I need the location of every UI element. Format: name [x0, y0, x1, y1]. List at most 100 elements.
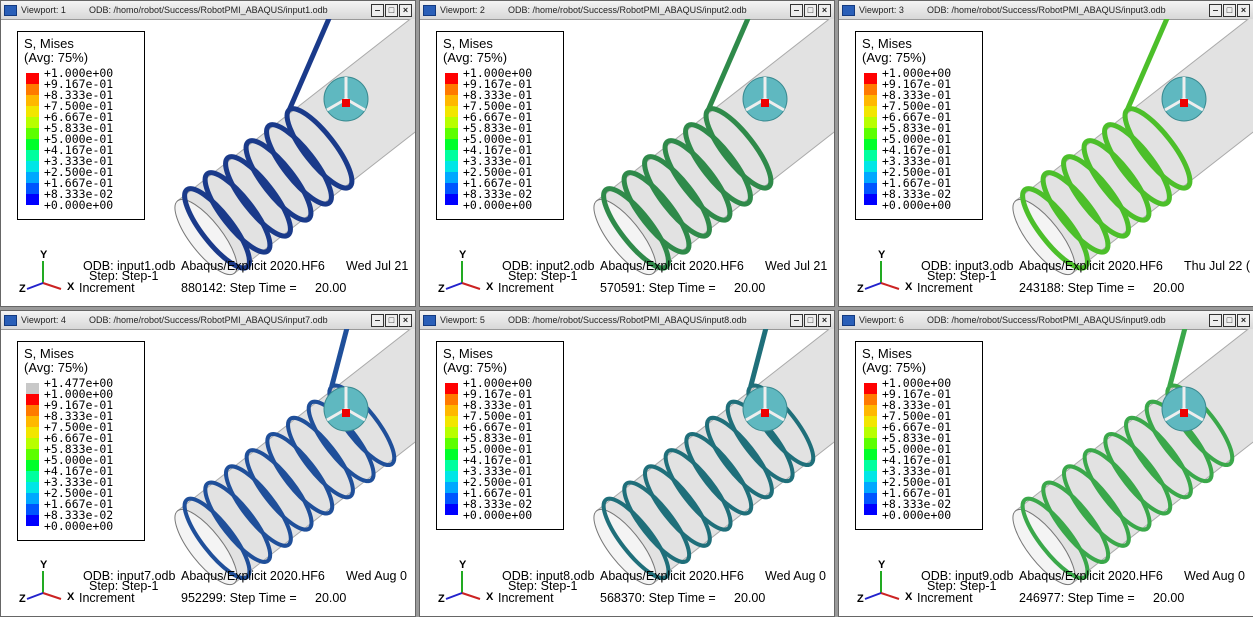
- legend-swatch: [26, 194, 39, 205]
- legend-title: S, Mises: [443, 36, 493, 51]
- maximize-button[interactable]: □: [804, 4, 817, 17]
- step-time: 568370: Step Time =: [600, 591, 716, 605]
- axis-label-y: Y: [459, 559, 466, 571]
- legend-label: +0.000e+00: [882, 200, 951, 211]
- odb-path: ODB: /home/robot/Success/RobotPMI_ABAQUS…: [927, 1, 1166, 19]
- maximize-button[interactable]: □: [385, 4, 398, 17]
- legend-swatch: [864, 73, 877, 84]
- viewport-title: Viewport: 2: [440, 1, 485, 19]
- maximize-button[interactable]: □: [1223, 314, 1236, 327]
- increment: Increment: [498, 591, 554, 605]
- legend-swatch: [26, 383, 39, 394]
- minimize-button[interactable]: ‒: [790, 314, 803, 327]
- axis-z: [865, 593, 881, 599]
- legend-swatch: [26, 150, 39, 161]
- close-button[interactable]: ×: [399, 314, 412, 327]
- legend: S, Mises(Avg: 75%)+1.000e+00+9.167e-01+8…: [855, 31, 983, 220]
- minimize-button[interactable]: ‒: [790, 4, 803, 17]
- title-bar: Viewport: 6ODB: /home/robot/Success/Robo…: [839, 311, 1253, 330]
- legend-swatch: [26, 172, 39, 183]
- date: Thu Jul 22 (: [1184, 259, 1250, 273]
- legend-swatch: [445, 84, 458, 95]
- axis-label-y: Y: [459, 249, 466, 261]
- model: [939, 329, 1253, 595]
- odb-path: ODB: /homo/robot/Success/RobotPMI_ABAQUS…: [89, 1, 328, 19]
- solver: Abaqus/Explicit 2020.HF6: [181, 259, 325, 273]
- close-button[interactable]: ×: [1237, 314, 1250, 327]
- legend-swatch: [445, 128, 458, 139]
- legend-swatch: [445, 438, 458, 449]
- view-cube: [743, 77, 787, 121]
- legend-swatch: [864, 493, 877, 504]
- axis-x: [43, 283, 61, 289]
- legend-swatch: [26, 139, 39, 150]
- axis-label-z: Z: [438, 283, 445, 295]
- minimize-button[interactable]: ‒: [1209, 314, 1222, 327]
- odb-path: ODB: /home/robot/Success/RobotPMI_ABAQUS…: [508, 1, 747, 19]
- legend-label: +0.000e+00: [44, 521, 113, 532]
- view-cube: [1162, 77, 1206, 121]
- legend-swatch: [864, 394, 877, 405]
- legend-average: (Avg: 75%): [24, 50, 88, 65]
- legend-swatch: [26, 84, 39, 95]
- legend-swatch: [26, 515, 39, 526]
- time: 20.00: [734, 281, 765, 295]
- solver: Abaqus/Explicit 2020.HF6: [600, 569, 744, 583]
- close-button[interactable]: ×: [399, 4, 412, 17]
- legend-swatch: [445, 150, 458, 161]
- axis-label-y: Y: [40, 559, 47, 571]
- maximize-button[interactable]: □: [804, 314, 817, 327]
- window-buttons: ‒□×: [371, 4, 412, 17]
- date: Wed Aug 0: [765, 569, 826, 583]
- legend-swatch: [445, 394, 458, 405]
- solver: Abaqus/Explicit 2020.HF6: [1019, 259, 1163, 273]
- view-cube: [324, 387, 368, 431]
- legend-label: +0.000e+00: [463, 200, 532, 211]
- viewport: Viewport: 6ODB: /home/robot/Success/Robo…: [838, 310, 1253, 617]
- legend-swatch: [864, 405, 877, 416]
- legend-swatch: [26, 183, 39, 194]
- viewport-title: Viewport: 3: [859, 1, 904, 19]
- legend-title: S, Mises: [862, 36, 912, 51]
- increment: Increment: [917, 281, 973, 295]
- axis-x: [881, 283, 899, 289]
- viewport-title: Viewport: 4: [21, 311, 66, 329]
- legend-average: (Avg: 75%): [862, 50, 926, 65]
- view-cube: [1162, 387, 1206, 431]
- legend-swatch: [864, 150, 877, 161]
- legend-average: (Avg: 75%): [443, 50, 507, 65]
- viewport-title: Viewport: 5: [440, 311, 485, 329]
- title-bar: Viewport: 4ODB: /home/robot/Success/Robo…: [1, 311, 415, 330]
- solver: Abaqus/Explicit 2020.HF6: [181, 569, 325, 583]
- axis-label-y: Y: [878, 559, 885, 571]
- legend-swatch: [445, 117, 458, 128]
- legend-swatch: [864, 449, 877, 460]
- maximize-button[interactable]: □: [1223, 4, 1236, 17]
- close-button[interactable]: ×: [818, 4, 831, 17]
- window-buttons: ‒□×: [1209, 314, 1250, 327]
- legend-swatch: [26, 427, 39, 438]
- close-button[interactable]: ×: [1237, 4, 1250, 17]
- view-cube: [743, 387, 787, 431]
- minimize-button[interactable]: ‒: [371, 4, 384, 17]
- maximize-button[interactable]: □: [385, 314, 398, 327]
- time: 20.00: [734, 591, 765, 605]
- model: [520, 19, 835, 285]
- legend-title: S, Mises: [24, 36, 74, 51]
- axis-x: [43, 593, 61, 599]
- viewport-icon: [423, 315, 436, 326]
- model: [939, 19, 1253, 285]
- close-button[interactable]: ×: [818, 314, 831, 327]
- legend-average: (Avg: 75%): [862, 360, 926, 375]
- axis-z: [865, 283, 881, 289]
- time: 20.00: [315, 591, 346, 605]
- legend-swatch: [864, 95, 877, 106]
- increment: Increment: [498, 281, 554, 295]
- increment: Increment: [79, 591, 135, 605]
- view-cube-center: [1180, 409, 1188, 417]
- minimize-button[interactable]: ‒: [1209, 4, 1222, 17]
- legend-swatch: [445, 95, 458, 106]
- legend-swatch: [864, 183, 877, 194]
- minimize-button[interactable]: ‒: [371, 314, 384, 327]
